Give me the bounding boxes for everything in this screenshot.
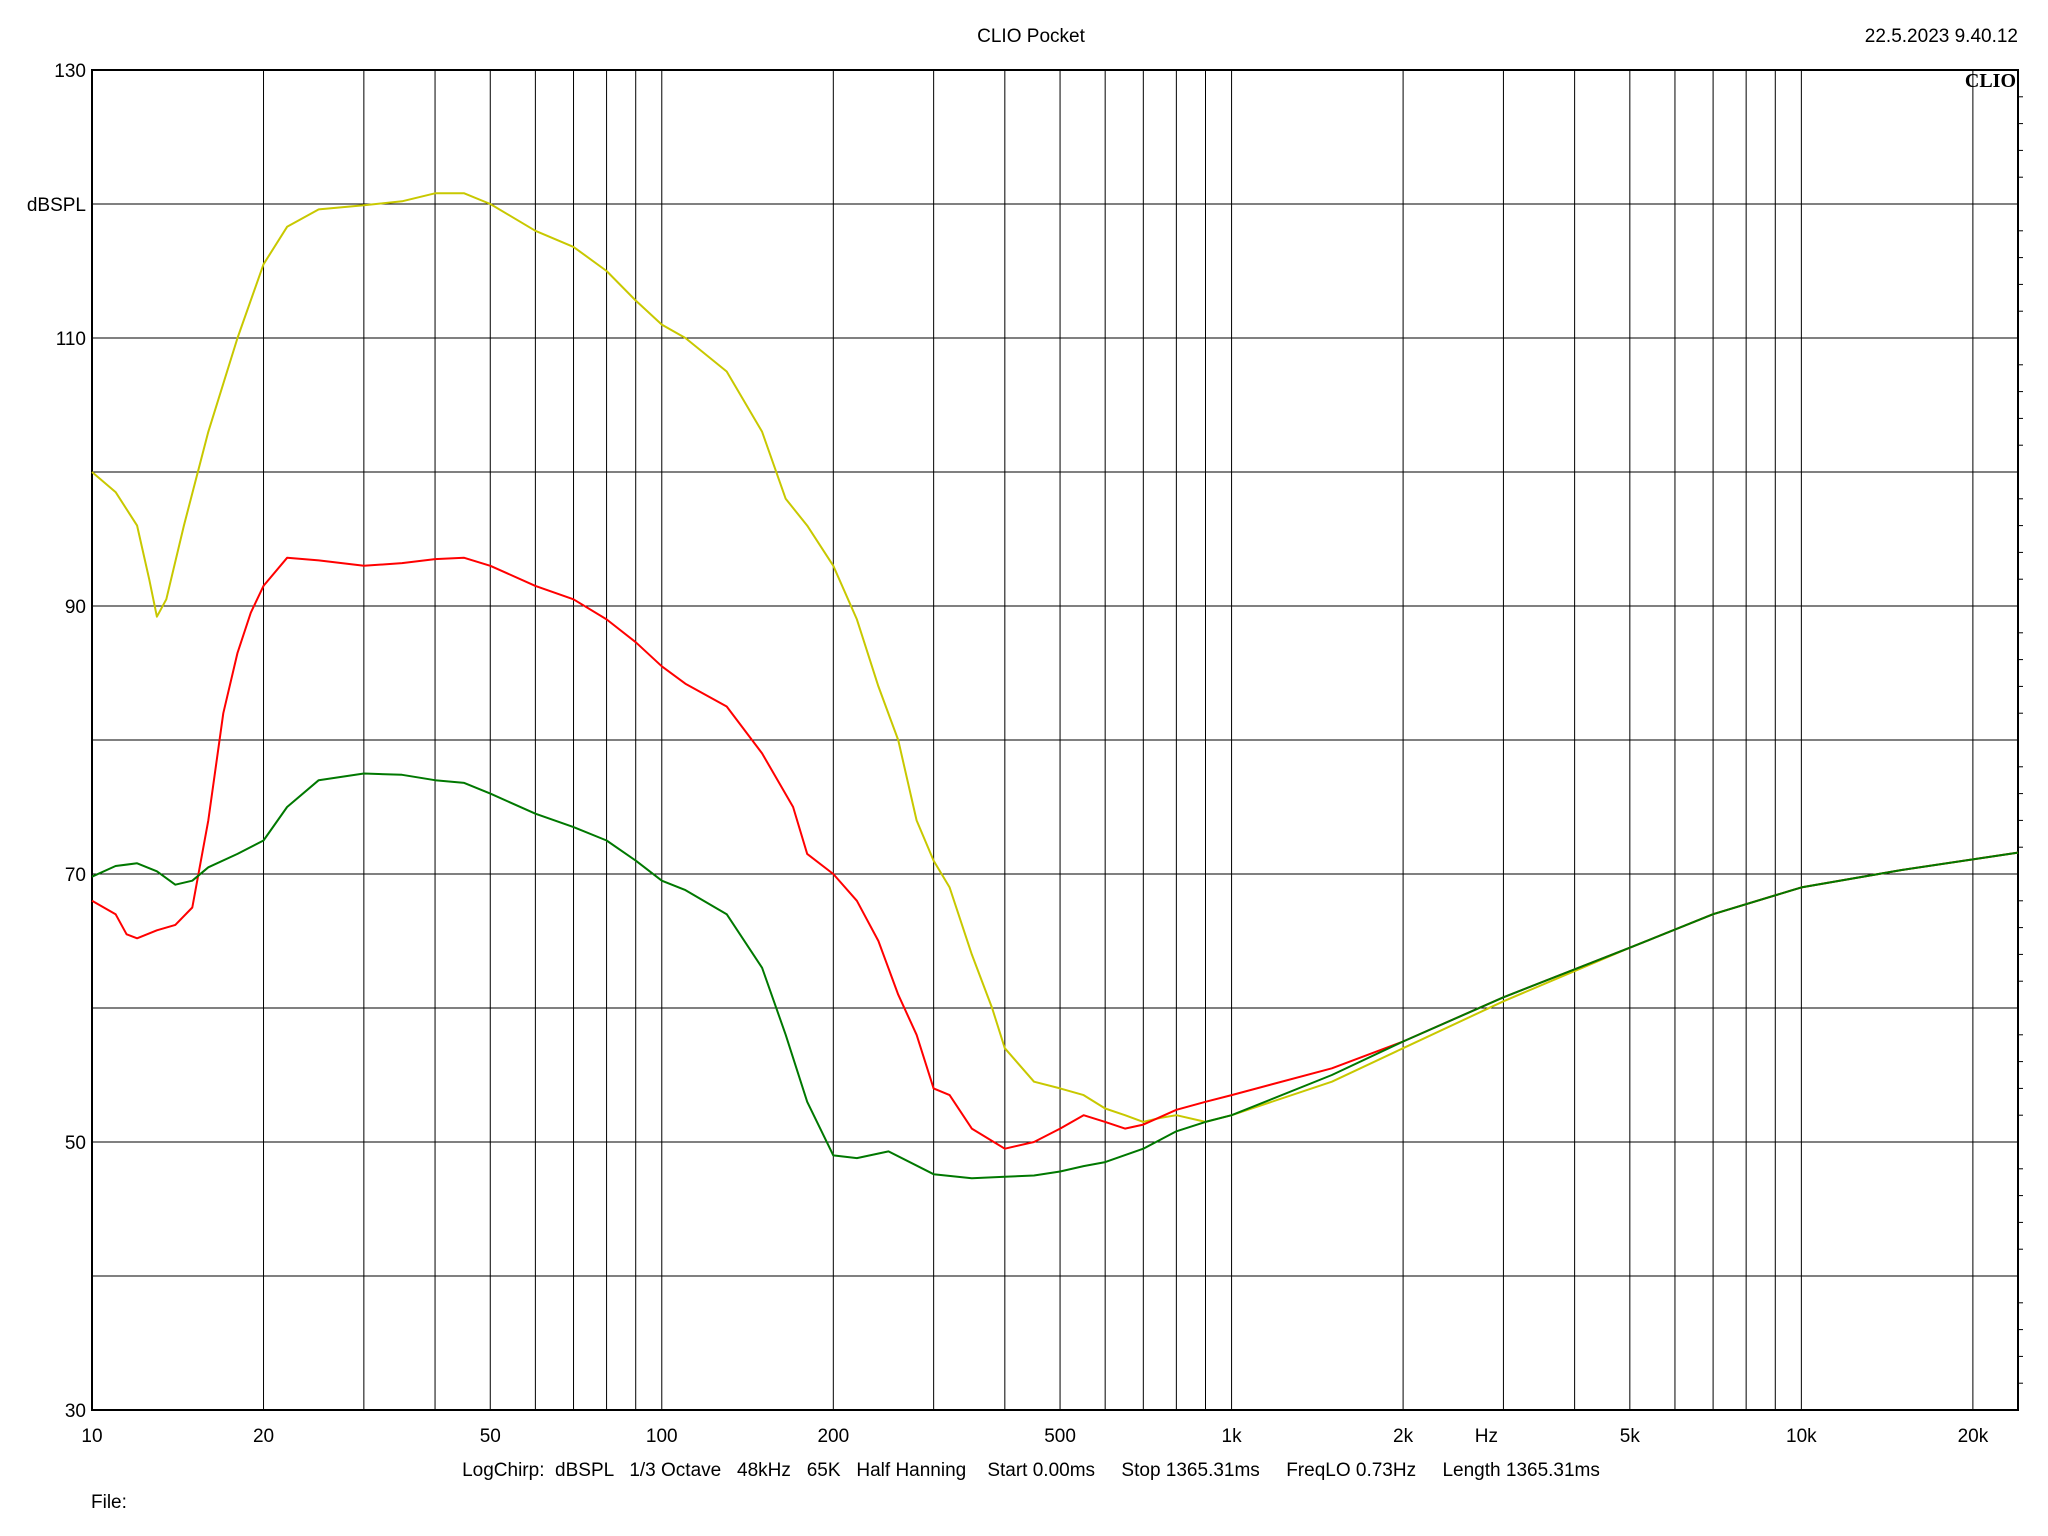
plot-frame <box>91 69 2019 1411</box>
x-tick-label-1: 20 <box>253 1426 274 1447</box>
x-tick-label-10: 20k <box>1958 1426 1989 1447</box>
x-tick-label-4: 200 <box>817 1426 849 1447</box>
x-tick-label-8: 5k <box>1620 1426 1641 1447</box>
y-tick-label-10: 130 <box>54 61 86 82</box>
x-axis-unit-label: Hz <box>1475 1426 1498 1447</box>
y-tick-label-8: 110 <box>56 329 86 350</box>
series-line-2 <box>91 772 2019 1180</box>
x-tick-label-6: 1k <box>1222 1426 1243 1447</box>
y-tick-label-0: 30 <box>65 1401 86 1422</box>
timestamp: 22.5.2023 9.40.12 <box>1865 26 2018 47</box>
measurement-settings: LogChirp: dBSPL 1/3 Octave 48kHz 65K Hal… <box>462 1460 1600 1481</box>
y-tick-label-2: 50 <box>65 1133 86 1154</box>
chart-title: CLIO Pocket <box>977 26 1085 47</box>
series-line-1 <box>91 556 2019 1150</box>
y-tick-label-6: 90 <box>65 597 86 618</box>
y-tick-label-4: 70 <box>65 865 86 886</box>
y-tick-label-9: dBSPL <box>27 195 86 216</box>
series-layer <box>91 192 2019 1180</box>
clio-logo: CLIO <box>1965 70 2016 92</box>
x-tick-label-3: 100 <box>646 1426 678 1447</box>
file-label: File: <box>91 1492 127 1513</box>
x-tick-label-0: 10 <box>81 1426 102 1447</box>
x-tick-label-2: 50 <box>480 1426 501 1447</box>
y-tick-labels: 30 50 70 90 110 dBSPL 130 <box>27 61 86 1422</box>
x-tick-label-7: 2k <box>1393 1426 1414 1447</box>
x-tick-label-5: 500 <box>1044 1426 1076 1447</box>
series-line-0 <box>91 192 2019 1123</box>
x-tick-label-9: 10k <box>1786 1426 1817 1447</box>
x-tick-labels: 10 20 50 100 200 500 1k 2k 5k 10k 20k Hz <box>81 1426 1988 1447</box>
grid <box>91 69 2023 1411</box>
